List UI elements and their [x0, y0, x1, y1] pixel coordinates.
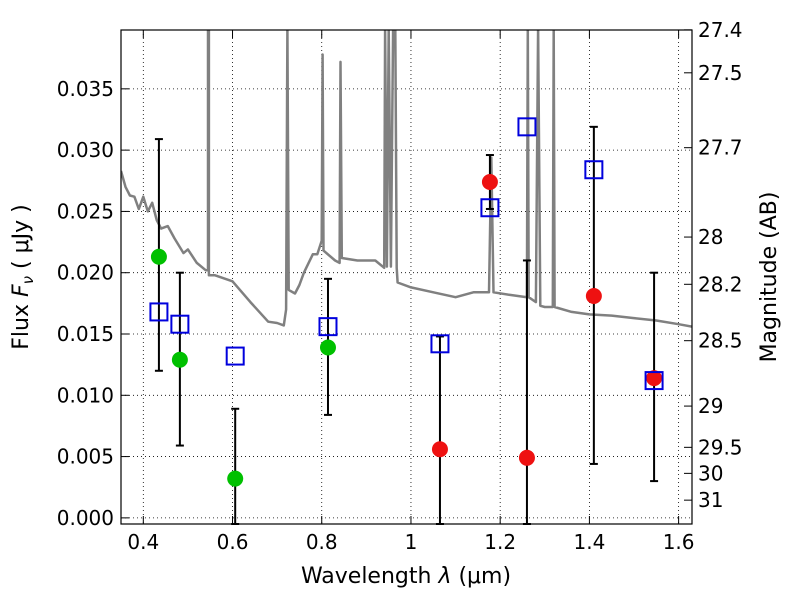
red-point [646, 370, 663, 387]
magnitude-tick-label: 29.5 [698, 435, 743, 459]
model-spectrum-layer [121, 30, 692, 328]
y-tick-label: 0.020 [57, 261, 114, 285]
green-point [150, 248, 167, 265]
y-tick-label: 0.035 [57, 77, 114, 101]
errorbar-layer [154, 125, 659, 525]
magnitude-tick-label: 31 [698, 488, 723, 512]
tick-layer [121, 29, 692, 524]
red-point [585, 288, 602, 304]
model-photometry-square [644, 371, 664, 391]
red-point [518, 449, 535, 466]
magnitude-tick-label: 27.5 [698, 61, 743, 85]
model-photometry-square [430, 334, 450, 354]
model-photometry-square [225, 346, 245, 366]
magnitude-tick-label: 30 [698, 461, 723, 485]
marker-layer [149, 117, 664, 487]
magnitude-tick-label: 28.2 [698, 272, 743, 296]
model-spectrum-line [121, 30, 692, 328]
x-tick-label: 0.4 [127, 530, 159, 554]
plot-frame [120, 29, 693, 525]
magnitude-tick-label: 28.5 [698, 329, 743, 353]
green-point [171, 351, 188, 368]
x-tick-label: 1.2 [484, 530, 516, 554]
y-tick-label: 0.005 [57, 445, 114, 469]
x-tick-label: 0.6 [217, 530, 249, 554]
y-tick-label: 0.010 [57, 383, 114, 407]
y-tick-label: 0.000 [57, 506, 114, 530]
red-point [431, 441, 448, 458]
magnitude-tick-label: 27.7 [698, 136, 743, 160]
x-tick-label: 1.6 [663, 530, 695, 554]
y-tick-label: 0.015 [57, 322, 114, 346]
green-point [227, 470, 244, 487]
model-photometry-square [170, 314, 190, 334]
magnitude-tick-label: 27.4 [698, 18, 743, 42]
x-tick-label: 0.8 [306, 530, 338, 554]
y-tick-label: 0.025 [57, 199, 114, 223]
model-photometry-square [149, 302, 169, 322]
model-photometry-square [318, 317, 338, 337]
tick-label-layer: 0.4 0.6 0.8 1 1.2 1.4 1.6 0.000 0.005 0.010 0.015 0… [57, 18, 743, 554]
red-point [481, 174, 498, 190]
green-point [319, 339, 336, 356]
grid [121, 30, 692, 524]
y-axis-label: Flux Fν ( μJy ) [9, 204, 37, 349]
magnitude-tick-label: 29 [698, 394, 723, 418]
x-tick-label: 1 [405, 530, 418, 554]
y-tick-label: 0.030 [57, 138, 114, 162]
x-tick-label: 1.4 [573, 530, 605, 554]
model-photometry-square [584, 160, 604, 180]
magnitude-tick-label: 28 [698, 225, 723, 249]
model-photometry-square [517, 117, 537, 137]
x-axis-label: Wavelength λ (μm) [301, 564, 511, 589]
magnitude-axis-label: Magnitude (AB) [757, 192, 782, 363]
model-photometry-square [480, 198, 500, 218]
